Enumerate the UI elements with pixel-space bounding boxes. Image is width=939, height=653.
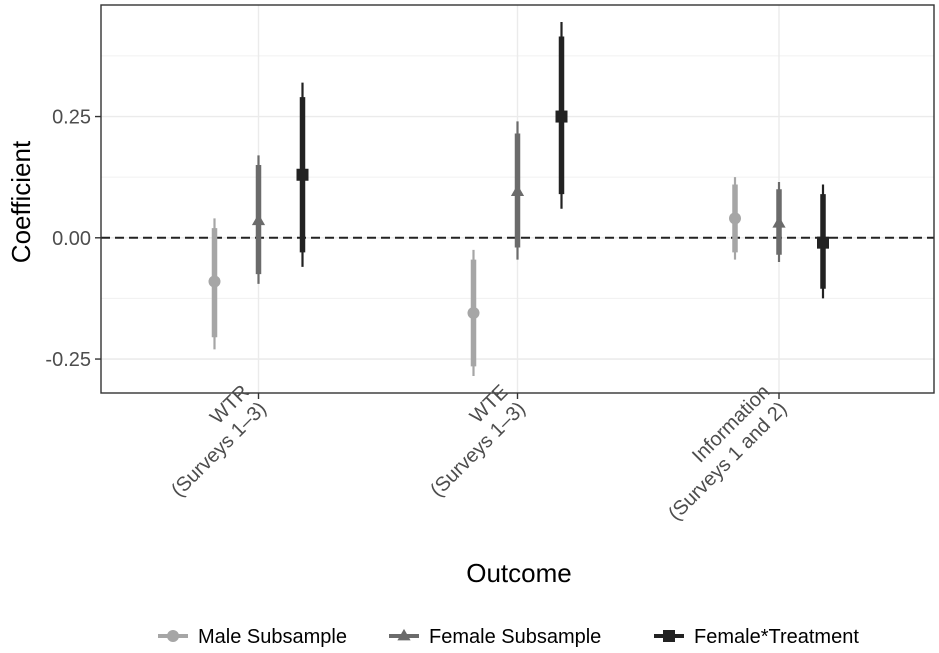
y-tick-label: 0.25 xyxy=(52,107,91,129)
marker-square xyxy=(555,110,568,123)
y-axis-title: Coefficient xyxy=(6,140,36,263)
legend: Male Subsample Female Subsample Female*Tre… xyxy=(158,626,859,648)
marker-square xyxy=(663,630,675,642)
legend-label: Male Subsample xyxy=(198,626,347,648)
marker-circle xyxy=(208,275,221,288)
marker-triangle xyxy=(397,628,411,641)
legend-label: Female*Treatment xyxy=(694,626,859,648)
y-tick-label: 0.00 xyxy=(52,228,91,250)
marker-triangle xyxy=(510,184,525,197)
marker-circle xyxy=(167,630,179,642)
y-tick-label: -0.25 xyxy=(45,349,91,371)
legend-label: Female Subsample xyxy=(429,626,601,648)
point-estimates xyxy=(208,110,829,319)
marker-square xyxy=(296,168,309,181)
marker-circle xyxy=(729,212,741,225)
x-axis-title: Outcome xyxy=(466,558,572,588)
y-axis-ticks: -0.25 0.00 0.25 xyxy=(45,107,101,371)
marker-triangle xyxy=(251,213,266,226)
marker-square xyxy=(817,236,829,249)
marker-circle xyxy=(467,306,480,319)
marker-triangle xyxy=(772,216,786,228)
